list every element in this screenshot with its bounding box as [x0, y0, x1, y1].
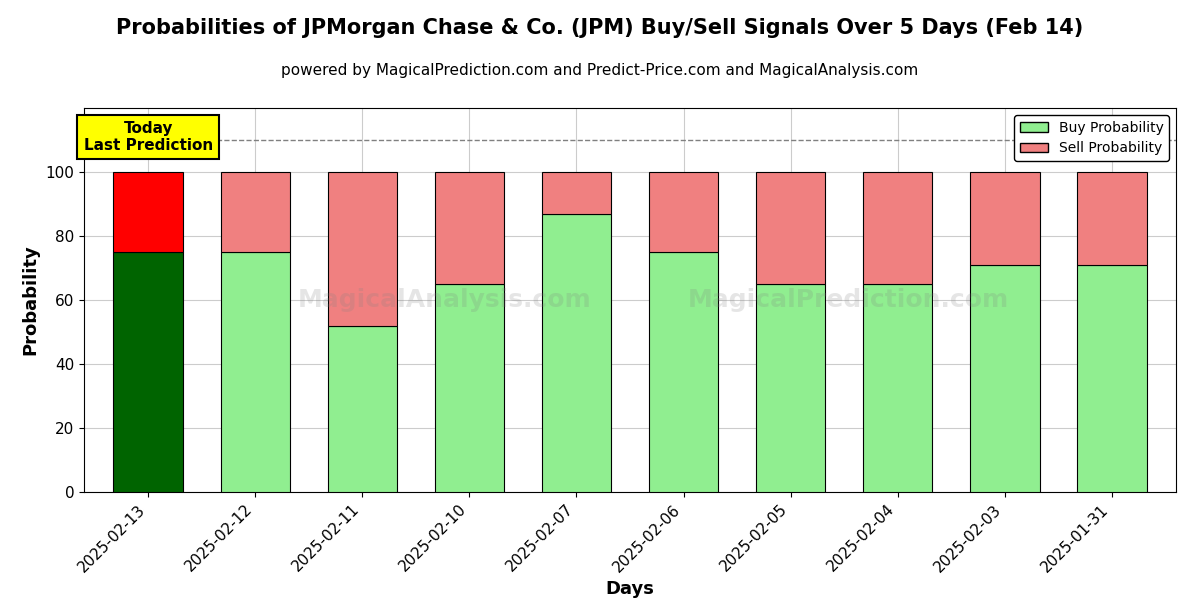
Bar: [328, 326, 397, 492]
Text: MagicalAnalysis.com: MagicalAnalysis.com: [298, 288, 592, 312]
Legend: Buy Probability, Sell Probability: Buy Probability, Sell Probability: [1014, 115, 1169, 161]
Text: MagicalPrediction.com: MagicalPrediction.com: [688, 288, 1009, 312]
Bar: [114, 172, 184, 252]
Text: powered by MagicalPrediction.com and Predict-Price.com and MagicalAnalysis.com: powered by MagicalPrediction.com and Pre…: [281, 63, 919, 78]
Bar: [756, 284, 826, 492]
Bar: [970, 172, 1039, 265]
Text: Probabilities of JPMorgan Chase & Co. (JPM) Buy/Sell Signals Over 5 Days (Feb 14: Probabilities of JPMorgan Chase & Co. (J…: [116, 18, 1084, 38]
Bar: [434, 284, 504, 492]
Bar: [649, 252, 719, 492]
Bar: [1076, 265, 1146, 492]
X-axis label: Days: Days: [606, 580, 654, 598]
Bar: [863, 172, 932, 284]
Bar: [649, 172, 719, 252]
Text: Today
Last Prediction: Today Last Prediction: [84, 121, 212, 153]
Bar: [541, 172, 611, 214]
Bar: [970, 265, 1039, 492]
Bar: [434, 172, 504, 284]
Bar: [541, 214, 611, 492]
Bar: [221, 252, 290, 492]
Bar: [863, 284, 932, 492]
Bar: [1076, 172, 1146, 265]
Bar: [114, 252, 184, 492]
Bar: [221, 172, 290, 252]
Y-axis label: Probability: Probability: [22, 245, 40, 355]
Bar: [328, 172, 397, 326]
Bar: [756, 172, 826, 284]
